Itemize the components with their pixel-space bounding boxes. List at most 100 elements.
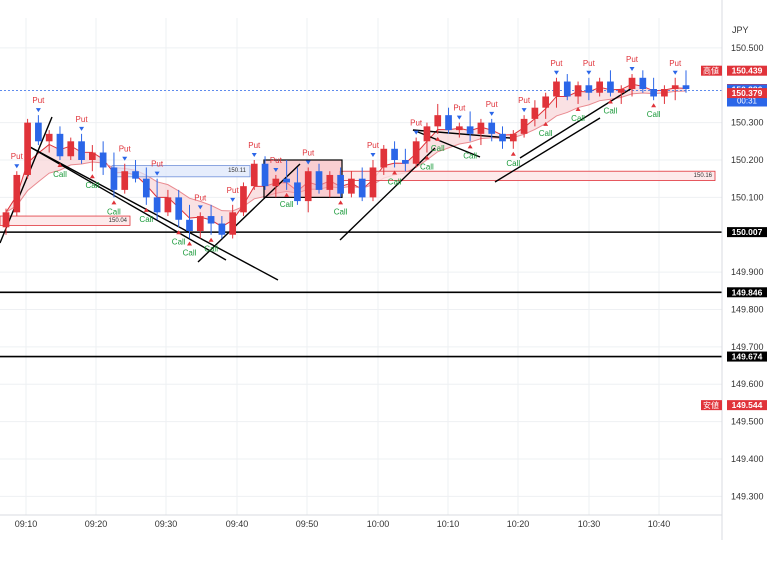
candle[interactable] <box>563 74 571 101</box>
candle-body <box>607 81 614 93</box>
candle[interactable] <box>315 163 323 194</box>
candle[interactable] <box>650 77 657 101</box>
trendline <box>197 163 301 263</box>
candle[interactable] <box>175 189 183 228</box>
candle-body <box>639 77 647 89</box>
candle[interactable] <box>466 111 474 142</box>
candle[interactable] <box>596 77 603 97</box>
price-tag-value: 149.846 <box>732 287 763 297</box>
candle[interactable] <box>380 145 388 175</box>
candle[interactable] <box>531 100 539 127</box>
candle[interactable] <box>89 145 96 172</box>
candle[interactable] <box>574 81 582 104</box>
candle-body <box>186 219 193 231</box>
candle[interactable] <box>250 160 258 190</box>
put-arrow <box>230 197 236 202</box>
candle-body <box>542 96 550 108</box>
price-tag-bg <box>727 88 767 99</box>
zone-label-2: 150.16 <box>694 173 713 179</box>
candle[interactable] <box>628 74 636 97</box>
candle[interactable] <box>412 137 420 168</box>
candle[interactable] <box>326 171 334 198</box>
candle[interactable] <box>99 141 107 175</box>
candle[interactable] <box>509 130 517 149</box>
candle[interactable] <box>294 167 301 205</box>
candle[interactable] <box>153 178 161 220</box>
call-label: Call <box>604 106 618 115</box>
call-arrow <box>607 99 613 104</box>
candle[interactable] <box>661 85 668 104</box>
put-label: Put <box>518 96 531 105</box>
candle[interactable] <box>455 122 463 138</box>
put-label: Put <box>669 59 682 68</box>
price-tag-bg <box>727 351 767 362</box>
candle[interactable] <box>671 77 679 101</box>
candle[interactable] <box>337 167 344 198</box>
candle[interactable] <box>78 133 85 164</box>
candle[interactable] <box>607 70 614 97</box>
candle[interactable] <box>24 118 31 179</box>
candle[interactable] <box>261 156 269 190</box>
price-tick-label: 150.200 <box>731 155 764 165</box>
candle[interactable] <box>45 130 53 153</box>
candle[interactable] <box>402 148 409 172</box>
call-label: Call <box>183 248 197 257</box>
price-axis: 150.500 150.300 150.200 150.100 149.900 149.8… <box>721 0 764 540</box>
candle[interactable] <box>272 174 280 198</box>
candle-body <box>240 186 247 213</box>
candle[interactable] <box>132 160 139 183</box>
candle[interactable] <box>121 163 129 194</box>
candles <box>2 70 690 239</box>
call-arrow <box>111 200 117 205</box>
candle[interactable] <box>218 216 226 239</box>
candle[interactable] <box>348 171 355 198</box>
candle[interactable] <box>553 77 560 108</box>
candle[interactable] <box>229 204 237 239</box>
candle-body <box>617 89 625 93</box>
candle[interactable] <box>67 137 75 160</box>
candle[interactable] <box>207 204 215 235</box>
candle[interactable] <box>488 118 496 142</box>
grid <box>0 18 722 515</box>
candle[interactable] <box>240 182 247 217</box>
candle[interactable] <box>423 122 431 153</box>
candle[interactable] <box>477 118 485 146</box>
candle[interactable] <box>186 204 193 239</box>
candle[interactable] <box>639 70 647 93</box>
candle[interactable] <box>358 167 366 202</box>
candle[interactable] <box>2 208 10 235</box>
candle[interactable] <box>445 107 452 134</box>
candle-body <box>2 212 10 228</box>
price-tag: 高値 150.439 <box>701 65 767 76</box>
candle[interactable] <box>520 115 528 138</box>
call-label: Call <box>506 159 520 168</box>
call-label: Call <box>539 129 553 138</box>
candle[interactable] <box>196 212 204 239</box>
trendline <box>29 146 279 281</box>
put-label: Put <box>583 59 596 68</box>
candle[interactable] <box>542 92 550 119</box>
candle[interactable] <box>617 85 625 104</box>
candle[interactable] <box>35 115 42 146</box>
candle[interactable] <box>56 126 64 160</box>
candle[interactable] <box>164 189 172 217</box>
candle[interactable] <box>585 77 593 101</box>
candle[interactable] <box>13 171 21 217</box>
candle[interactable] <box>499 126 506 149</box>
candle[interactable] <box>369 160 377 202</box>
zone-label-3: 150.04 <box>109 218 128 224</box>
candle-body <box>509 133 517 142</box>
put-arrow <box>521 108 527 113</box>
candle[interactable] <box>283 160 290 190</box>
candle[interactable] <box>304 167 312 213</box>
candle[interactable] <box>434 103 442 134</box>
time-tick-label: 10:40 <box>648 519 671 529</box>
call-label: Call <box>571 114 585 123</box>
candle[interactable] <box>142 167 150 205</box>
candle[interactable] <box>391 141 398 168</box>
candle[interactable] <box>110 152 118 198</box>
candle[interactable] <box>682 70 690 93</box>
candle-body <box>121 171 129 190</box>
candle-body <box>294 182 301 202</box>
